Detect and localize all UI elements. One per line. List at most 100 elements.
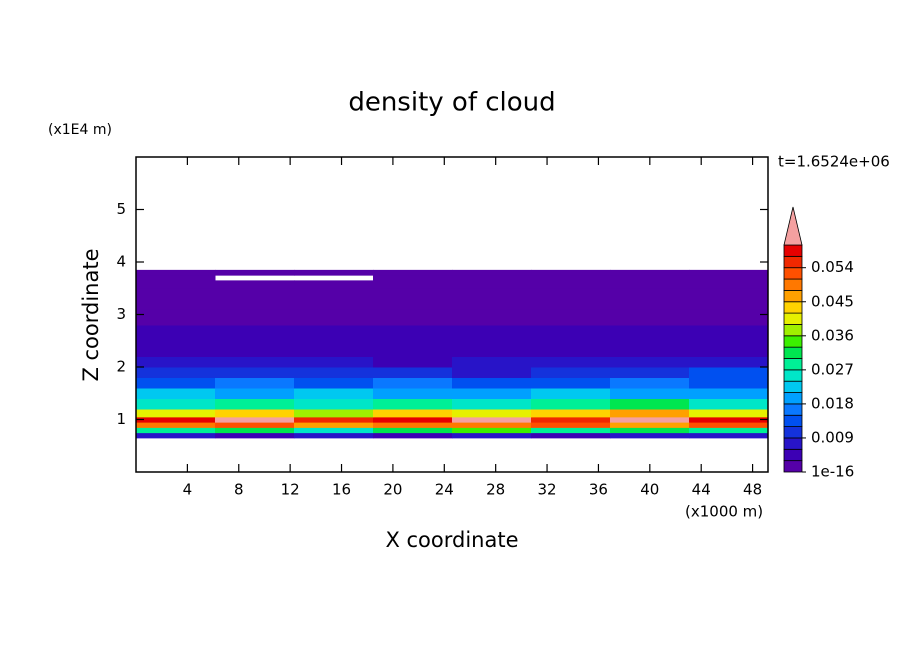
- contour-cell: [610, 398, 690, 410]
- y-axis-label: Z coordinate: [79, 248, 103, 381]
- x-tick-label: 28: [486, 481, 505, 499]
- colorbar-bin: [783, 358, 803, 371]
- contour-cell: [136, 427, 216, 434]
- contour-cell: [373, 416, 453, 423]
- y-tick-label: 5: [116, 200, 126, 218]
- colorbar-tick-label: 0.036: [811, 326, 854, 344]
- contour-cell: [136, 398, 216, 410]
- contour-cell: [452, 288, 532, 310]
- contour-cell: [294, 309, 374, 326]
- x-tick-label: 36: [589, 481, 608, 499]
- contour-cell: [531, 269, 611, 276]
- contour-cell: [531, 275, 611, 281]
- x-tick-label: 20: [383, 481, 402, 499]
- contour-cell: [689, 398, 769, 410]
- colorbar-tick-label: 0.045: [811, 292, 854, 310]
- contour-cell: [452, 409, 532, 418]
- y-tick-label: 3: [116, 305, 126, 323]
- colorbar-bin: [783, 369, 803, 382]
- contour-cell: [373, 377, 453, 389]
- contour-cell: [452, 356, 532, 368]
- contour-cell: [294, 288, 374, 310]
- contour-cell: [610, 269, 690, 276]
- contour-cell: [610, 377, 690, 389]
- contour-cell: [452, 388, 532, 399]
- x-tick-label: 40: [640, 481, 659, 499]
- contour-cell: [136, 275, 216, 281]
- contour-cell: [689, 288, 769, 310]
- contour-cell: [689, 388, 769, 399]
- colorbar-bin: [783, 267, 803, 280]
- colorbar-bin: [783, 460, 803, 473]
- contour-cell: [689, 409, 769, 418]
- contour-cell: [452, 427, 532, 434]
- colorbar-bin: [783, 324, 803, 337]
- contour-cell: [610, 432, 690, 439]
- colorbar-tick-label: 0.027: [811, 360, 854, 378]
- contour-cell: [452, 416, 532, 423]
- contour-cell: [689, 309, 769, 326]
- contour-cell: [136, 416, 216, 423]
- contour-cell: [689, 356, 769, 368]
- contour-cell: [531, 422, 611, 428]
- contour-cell: [215, 377, 295, 389]
- contour-cell: [452, 269, 532, 276]
- contour-cell: [294, 356, 374, 368]
- contour-cell: [294, 367, 374, 378]
- contour-cell: [373, 269, 453, 276]
- contour-cell: [452, 280, 532, 289]
- contour-cell: [373, 280, 453, 289]
- x-tick-label: 32: [538, 481, 557, 499]
- colorbar-bin: [783, 426, 803, 439]
- contour-cell: [531, 309, 611, 326]
- contour-cell: [531, 432, 611, 439]
- contour-cell: [373, 432, 453, 439]
- contour-cell: [294, 398, 374, 410]
- contour-cell: [136, 432, 216, 439]
- contour-cell: [452, 422, 532, 428]
- contour-cell: [689, 280, 769, 289]
- x-tick-label: 16: [332, 481, 351, 499]
- contour-cell: [215, 432, 295, 439]
- y-tick-label: 4: [116, 253, 126, 271]
- contour-cell: [136, 356, 216, 368]
- contour-cell: [136, 280, 216, 289]
- contour-cell: [294, 432, 374, 439]
- contour-cell: [610, 409, 690, 418]
- colorbar-bin: [783, 335, 803, 348]
- x-tick-label: 8: [234, 481, 244, 499]
- contour-cell: [531, 427, 611, 434]
- contour-cell: [689, 416, 769, 423]
- contour-cell: [373, 309, 453, 326]
- contour-cell: [452, 309, 532, 326]
- contour-cell: [452, 432, 532, 439]
- contour-cell: [689, 427, 769, 434]
- contour-cell: [373, 275, 453, 281]
- contour-cell: [452, 275, 532, 281]
- contour-cell: [215, 340, 295, 357]
- x-unit-label: (x1000 m): [685, 503, 763, 521]
- contour-cell: [531, 398, 611, 410]
- contour-cell: [215, 409, 295, 418]
- contour-cell: [531, 388, 611, 399]
- contour-cell: [294, 416, 374, 423]
- y-tick-label: 1: [116, 410, 126, 428]
- contour-cell: [294, 269, 374, 276]
- contour-cell: [215, 388, 295, 399]
- contour-cell: [136, 422, 216, 428]
- x-axis-label: X coordinate: [385, 528, 518, 552]
- contour-cell: [531, 280, 611, 289]
- contour-cell: [373, 340, 453, 357]
- contour-cell: [531, 356, 611, 368]
- contour-cell: [610, 309, 690, 326]
- contour-cell: [531, 325, 611, 342]
- contour-cell: [136, 409, 216, 418]
- contour-cell: [531, 367, 611, 378]
- colorbar-bin: [783, 346, 803, 359]
- contour-cell: [531, 409, 611, 418]
- contour-cell: [689, 367, 769, 378]
- contour-cell: [610, 388, 690, 399]
- colorbar-bin: [783, 312, 803, 325]
- contour-cell: [136, 325, 216, 342]
